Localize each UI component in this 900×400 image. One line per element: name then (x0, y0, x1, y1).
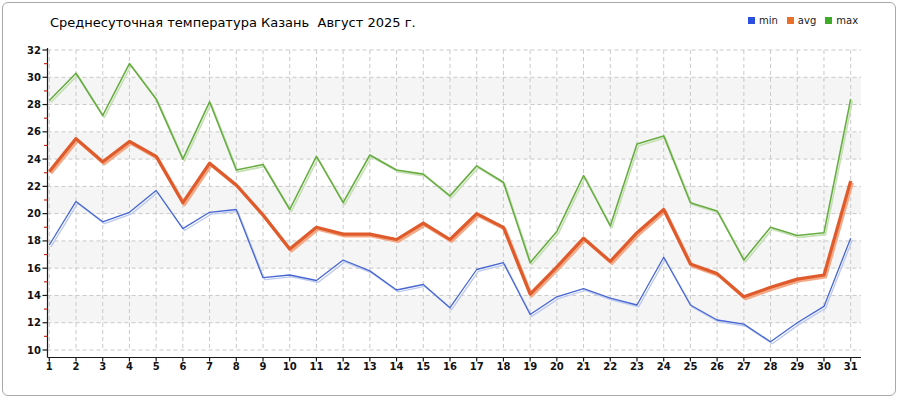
y-tick-label: 26 (27, 126, 41, 137)
x-tick-label: 27 (737, 361, 751, 372)
x-tick-label: 17 (470, 361, 484, 372)
x-tick-label: 7 (206, 361, 213, 372)
x-tick-label: 12 (336, 361, 350, 372)
y-tick-label: 14 (27, 290, 41, 301)
y-tick-label: 10 (27, 345, 41, 356)
x-tick-label: 10 (283, 361, 297, 372)
y-tick-label: 16 (27, 263, 41, 274)
x-tick-label: 2 (73, 361, 80, 372)
x-tick-label: 18 (496, 361, 510, 372)
x-tick-label: 5 (153, 361, 160, 372)
x-tick-label: 19 (523, 361, 537, 372)
y-tick-label: 32 (27, 45, 41, 56)
x-tick-label: 1 (46, 361, 53, 372)
y-tick-label: 30 (27, 72, 41, 83)
x-tick-label: 23 (630, 361, 644, 372)
x-tick-label: 20 (550, 361, 564, 372)
x-tick-label: 26 (710, 361, 724, 372)
avg-series-shadow (51, 141, 852, 299)
x-tick-label: 31 (844, 361, 858, 372)
x-tick-label: 30 (817, 361, 831, 372)
y-tick-label: 12 (27, 317, 41, 328)
y-tick-label: 18 (27, 235, 41, 246)
x-tick-label: 3 (99, 361, 106, 372)
x-tick-label: 21 (577, 361, 591, 372)
x-tick-label: 9 (260, 361, 267, 372)
y-tick-label: 22 (27, 181, 41, 192)
y-tick-label: 24 (27, 154, 41, 165)
y-tick-label: 28 (27, 99, 41, 110)
x-tick-label: 28 (764, 361, 778, 372)
plot-band (48, 295, 862, 322)
x-tick-label: 25 (683, 361, 697, 372)
x-tick-label: 14 (390, 361, 404, 372)
y-tick-label: 20 (27, 208, 41, 219)
x-tick-label: 22 (603, 361, 617, 372)
x-tick-label: 15 (416, 361, 430, 372)
x-tick-label: 16 (443, 361, 457, 372)
x-tick-label: 13 (363, 361, 377, 372)
x-tick-label: 8 (233, 361, 240, 372)
x-tick-label: 29 (790, 361, 804, 372)
x-tick-label: 24 (657, 361, 671, 372)
x-tick-label: 4 (126, 361, 133, 372)
x-tick-label: 11 (309, 361, 323, 372)
plot-band (48, 132, 862, 159)
temperature-chart: 1012141618202224262830321234567891011121… (0, 0, 900, 400)
x-tick-label: 6 (179, 361, 186, 372)
plot-band (48, 77, 862, 104)
plot-band (48, 241, 862, 268)
